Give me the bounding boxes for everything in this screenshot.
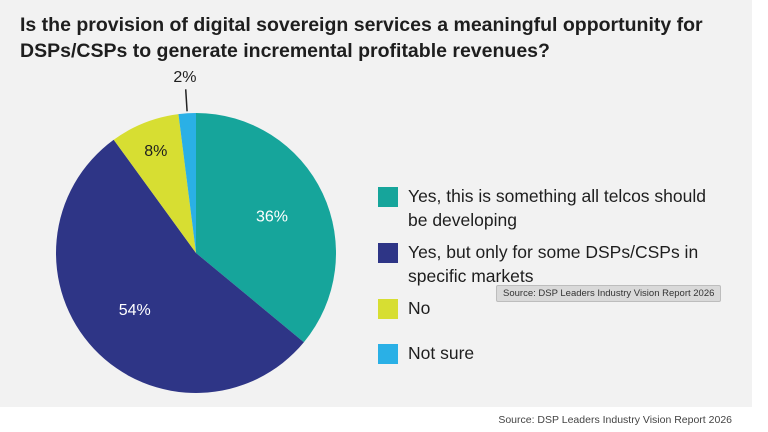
label-all-telcos: 36% [256, 209, 288, 226]
slice-not-sure [178, 113, 196, 253]
legend-swatch-some-dsps [378, 243, 398, 263]
slice-all-telcos [196, 113, 336, 343]
legend-label-some-dsps: Yes, but only for some DSPs/CSPs in spec… [408, 242, 699, 286]
leader-line-not-sure [184, 89, 188, 112]
legend-swatch-all-telcos [378, 187, 398, 207]
legend-label-no: No [408, 298, 431, 318]
slice-some-dsps [55, 139, 304, 394]
source-tooltip: Source: DSP Leaders Industry Vision Repo… [496, 285, 722, 302]
chart-title: Is the provision of digital sovereign se… [20, 14, 703, 62]
legend-label-all-telcos: Yes, this is something all telcos should… [408, 186, 706, 230]
legend-label-not-sure: Not sure [408, 343, 475, 363]
label-no: 8% [144, 143, 167, 160]
label-some-dsps: 54% [119, 302, 151, 319]
slice-no [113, 114, 196, 253]
label-not-sure: 2% [173, 69, 196, 86]
legend-swatch-no [378, 299, 398, 319]
source-footnote: Source: DSP Leaders Industry Vision Repo… [498, 414, 732, 426]
legend-swatch-not-sure [378, 344, 398, 364]
